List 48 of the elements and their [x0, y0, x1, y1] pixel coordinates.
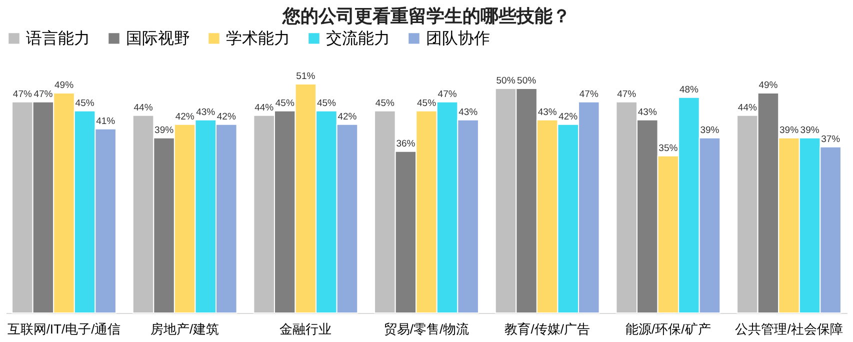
data-label: 47% — [438, 88, 458, 100]
data-label: 51% — [296, 70, 316, 82]
x-tick-label: 金融行业 — [280, 322, 332, 336]
data-label: 47% — [579, 88, 599, 100]
data-label: 41% — [96, 116, 116, 127]
data-label: 50% — [517, 75, 537, 86]
x-tick-label: 房地产/建筑 — [150, 322, 220, 336]
data-label: 49% — [758, 80, 778, 91]
data-label: 45% — [375, 98, 395, 109]
legend-label: 学术能力 — [226, 29, 290, 48]
data-label: 49% — [54, 80, 74, 91]
data-label: 35% — [658, 142, 678, 154]
data-label: 42% — [558, 111, 578, 122]
x-tick-label: 公共管理/社会保障 — [735, 322, 843, 336]
data-label: 45% — [416, 98, 437, 109]
data-label: 42% — [175, 111, 195, 122]
legend-label: 团队协作 — [426, 29, 490, 48]
data-label: 37% — [821, 134, 841, 145]
data-label: 48% — [679, 84, 700, 96]
data-label: 39% — [779, 124, 800, 136]
data-label: 45% — [316, 98, 337, 109]
data-label: 43% — [638, 106, 658, 118]
data-label: 50% — [496, 75, 516, 86]
data-label: 39% — [700, 124, 720, 136]
data-label: 42% — [338, 111, 358, 122]
data-label: 43% — [538, 106, 558, 118]
x-tick-label: 能源/环保/矿产 — [626, 322, 711, 336]
data-label: 47% — [617, 88, 637, 100]
legend-label: 国际视野 — [126, 29, 190, 48]
data-label: 47% — [12, 88, 32, 100]
chart-title: 您的公司更看重留学生的哪些技能？ — [282, 6, 570, 26]
legend-label: 交流能力 — [326, 29, 390, 48]
data-label: 39% — [800, 124, 820, 136]
data-label: 45% — [275, 98, 295, 109]
data-label: 47% — [34, 88, 54, 100]
data-label: 39% — [154, 124, 174, 136]
data-label: 44% — [134, 102, 154, 114]
data-label: 36% — [396, 138, 416, 150]
data-label: 43% — [458, 106, 478, 118]
x-tick-label: 贸易/零售/物流 — [384, 322, 470, 336]
data-label: 44% — [738, 102, 758, 114]
legend-label: 语言能力 — [26, 29, 90, 48]
x-tick-label: 教育/传媒/广告 — [504, 322, 590, 336]
data-label: 43% — [196, 106, 216, 118]
data-label: 44% — [254, 102, 274, 114]
data-label: 45% — [75, 98, 95, 109]
data-label: 42% — [216, 111, 236, 122]
x-tick-label: 互联网/IT/电子/通信 — [7, 322, 121, 336]
